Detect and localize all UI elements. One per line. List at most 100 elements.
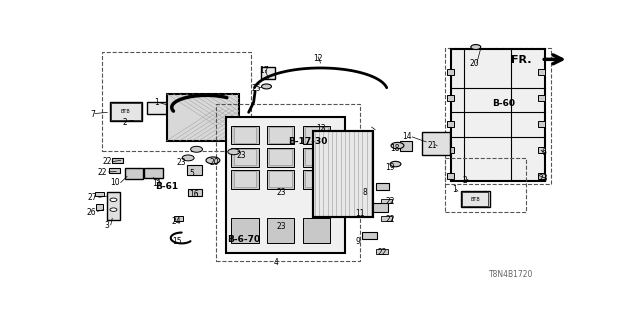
Text: T8N4B1720: T8N4B1720 [490,270,534,279]
Bar [538,147,545,153]
Bar [234,127,256,143]
Bar [305,127,328,143]
Text: 19: 19 [385,163,395,172]
Bar [167,94,239,141]
Bar [234,149,256,165]
Text: 22: 22 [385,215,395,224]
Bar [400,141,412,150]
Bar [538,69,545,75]
Bar [231,126,259,144]
Text: 20: 20 [209,158,219,167]
Text: 6: 6 [541,148,546,157]
Bar [188,189,202,196]
Bar [451,50,545,181]
Text: 20: 20 [470,59,479,68]
Bar [313,131,372,217]
Bar [108,192,120,220]
Bar [538,173,545,179]
Bar [303,126,330,144]
Circle shape [471,44,481,50]
Bar [372,204,388,212]
Bar [447,69,454,75]
Circle shape [262,84,271,89]
Bar [381,198,392,204]
Bar [313,131,372,217]
Bar [269,172,292,188]
Bar [463,192,488,206]
Text: 23: 23 [177,158,186,167]
Bar [447,121,454,127]
Circle shape [182,155,194,161]
Text: 23: 23 [236,151,246,160]
Circle shape [110,198,117,202]
Bar [95,192,104,196]
Text: 10: 10 [110,178,120,187]
Text: 11: 11 [152,179,162,188]
Bar [110,102,142,121]
Bar [269,127,292,143]
Bar [227,117,346,253]
Bar [267,218,294,243]
Bar [538,95,545,101]
Text: 15: 15 [172,237,182,246]
Bar [261,67,275,79]
Bar [216,104,360,261]
Circle shape [191,146,202,152]
Bar [445,48,551,184]
Bar [112,158,123,163]
Text: 2: 2 [462,176,467,185]
Text: 22: 22 [378,248,387,257]
Text: 26: 26 [86,208,96,217]
Bar [109,168,120,173]
Bar [422,132,449,156]
Bar [234,172,256,188]
Text: B-17-30: B-17-30 [289,137,328,146]
Text: 3: 3 [105,221,109,230]
Bar [362,232,376,239]
Text: BTB: BTB [470,196,480,202]
Text: 13: 13 [316,124,325,133]
Text: 23: 23 [276,188,285,197]
Text: 23: 23 [276,222,285,231]
Text: 23: 23 [539,174,548,183]
Bar [305,172,328,188]
Text: 18: 18 [390,144,400,153]
Bar [447,147,454,153]
Text: 5: 5 [189,169,194,179]
Bar [267,170,294,189]
Bar [445,158,526,212]
Bar [267,126,294,144]
Bar [111,103,141,120]
Bar [303,170,330,189]
Text: 8: 8 [363,188,367,197]
Bar [381,216,392,221]
Text: 22: 22 [102,157,112,166]
Circle shape [110,208,117,212]
Bar [269,149,292,165]
Bar [231,170,259,189]
Text: 1: 1 [154,98,159,107]
Bar [125,169,143,179]
Text: 4: 4 [273,258,278,267]
Bar [231,218,259,243]
Text: 2: 2 [122,118,127,127]
Bar [538,121,545,127]
Circle shape [391,142,404,149]
Bar [303,148,330,166]
Text: 27: 27 [88,193,97,202]
Text: 9: 9 [355,237,360,246]
Bar [147,102,167,114]
Bar [305,149,328,165]
Bar [102,52,251,150]
Text: 7: 7 [90,110,95,119]
Text: 22: 22 [385,196,395,205]
Bar [447,173,454,179]
Text: 1: 1 [452,185,457,195]
Bar [145,168,163,178]
Text: 16: 16 [189,190,199,199]
Bar [376,249,388,254]
Text: B-61: B-61 [156,182,179,191]
Text: BTB: BTB [121,109,131,114]
Text: B-60: B-60 [493,99,516,108]
Text: 24: 24 [172,218,182,227]
